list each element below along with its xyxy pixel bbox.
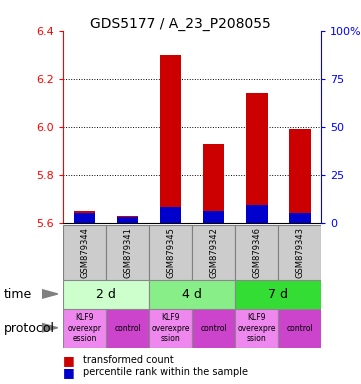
Text: GDS5177 / A_23_P208055: GDS5177 / A_23_P208055 (90, 17, 271, 31)
Text: ■: ■ (63, 366, 75, 379)
Text: transformed count: transformed count (83, 355, 174, 365)
FancyBboxPatch shape (235, 309, 278, 348)
Bar (74, 211, 95, 223)
Polygon shape (42, 290, 58, 298)
Text: control: control (200, 324, 227, 333)
Bar (246, 93, 268, 223)
Text: control: control (286, 324, 313, 333)
FancyBboxPatch shape (192, 309, 235, 348)
Bar (117, 217, 139, 223)
Text: 7 d: 7 d (268, 288, 288, 301)
FancyBboxPatch shape (106, 309, 149, 348)
Text: KLF9
overexpre
ssion: KLF9 overexpre ssion (152, 313, 190, 343)
Bar (203, 144, 225, 223)
Text: ■: ■ (63, 354, 75, 367)
Text: GSM879341: GSM879341 (123, 227, 132, 278)
FancyBboxPatch shape (278, 225, 321, 280)
FancyBboxPatch shape (192, 225, 235, 280)
FancyBboxPatch shape (149, 225, 192, 280)
FancyBboxPatch shape (63, 309, 106, 348)
FancyBboxPatch shape (106, 225, 149, 280)
Bar (289, 213, 310, 223)
Text: GSM879343: GSM879343 (295, 227, 304, 278)
Text: GSM879344: GSM879344 (80, 227, 89, 278)
Text: 4 d: 4 d (182, 288, 202, 301)
Bar (160, 55, 182, 223)
Bar (246, 205, 268, 223)
Text: protocol: protocol (4, 322, 55, 335)
FancyBboxPatch shape (235, 280, 321, 309)
Text: GSM879345: GSM879345 (166, 227, 175, 278)
FancyBboxPatch shape (63, 280, 149, 309)
Text: KLF9
overexpr
ession: KLF9 overexpr ession (68, 313, 102, 343)
Text: time: time (4, 288, 32, 301)
FancyBboxPatch shape (149, 280, 235, 309)
Text: control: control (114, 324, 141, 333)
FancyBboxPatch shape (149, 309, 192, 348)
Text: KLF9
overexpre
ssion: KLF9 overexpre ssion (238, 313, 276, 343)
FancyBboxPatch shape (63, 225, 106, 280)
Text: GSM879346: GSM879346 (252, 227, 261, 278)
Bar (74, 213, 95, 223)
Bar (160, 207, 182, 223)
Text: percentile rank within the sample: percentile rank within the sample (83, 367, 248, 377)
FancyBboxPatch shape (235, 225, 278, 280)
Bar (117, 215, 139, 223)
FancyBboxPatch shape (278, 309, 321, 348)
Text: 2 d: 2 d (96, 288, 116, 301)
Polygon shape (42, 323, 58, 332)
Bar (289, 129, 310, 223)
Text: GSM879342: GSM879342 (209, 227, 218, 278)
Bar (203, 211, 225, 223)
